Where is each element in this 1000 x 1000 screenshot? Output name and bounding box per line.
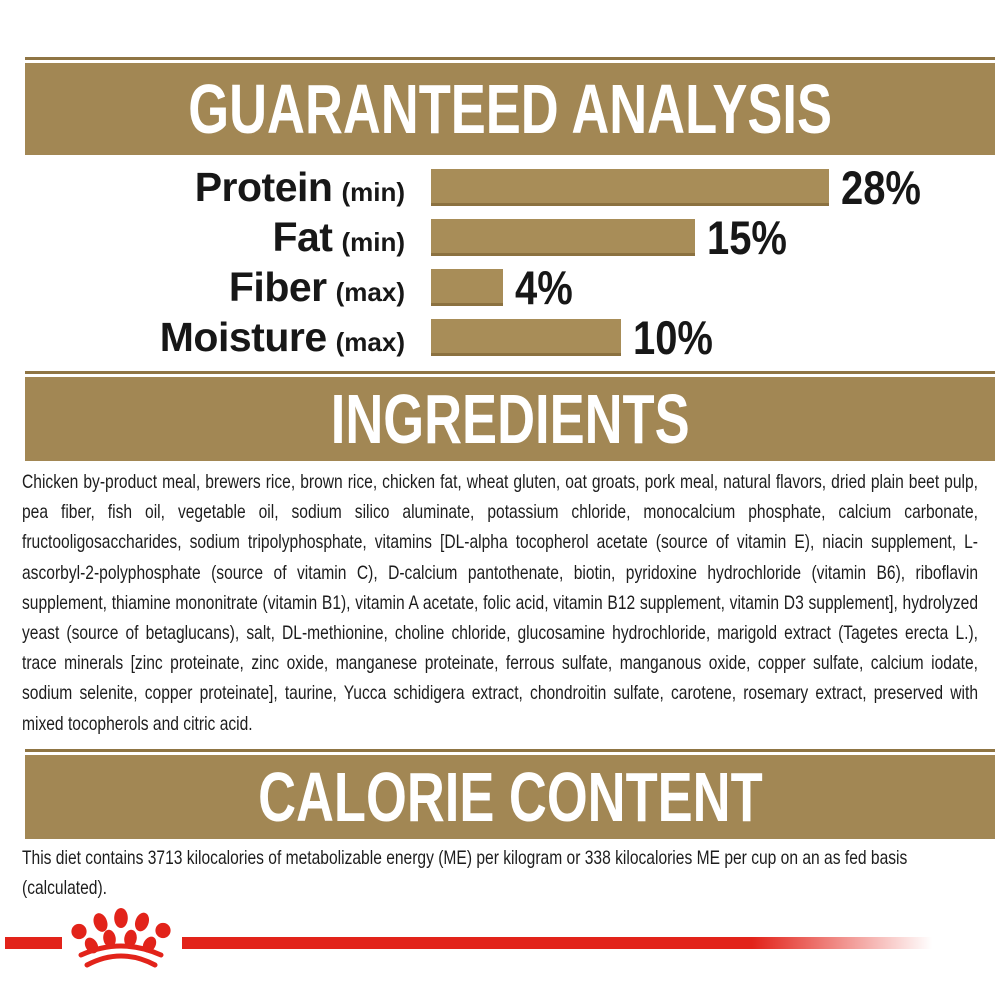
calorie-content-title: CALORIE CONTENT xyxy=(257,758,763,836)
row-label: Fat (min) xyxy=(0,214,405,261)
brand-stripe xyxy=(182,937,932,949)
value-bar xyxy=(431,268,503,306)
value-label: 10% xyxy=(633,310,713,364)
value-label: 15% xyxy=(707,210,787,264)
value-label: 4% xyxy=(515,260,573,314)
analysis-row-moisture: Moisture (max) 10% xyxy=(0,310,1000,364)
calorie-content-text: This diet contains 3713 kilocalories of … xyxy=(22,847,908,900)
nutrient-qualifier: (min) xyxy=(341,176,405,207)
nutrient-name: Protein xyxy=(194,163,333,210)
nutrient-name: Fiber xyxy=(228,263,327,310)
calorie-content-rule xyxy=(25,749,995,752)
guaranteed-analysis-band: GUARANTEED ANALYSIS xyxy=(25,63,995,155)
guaranteed-analysis-chart: Protein (min) 28% Fat (min) 15% Fiber xyxy=(0,160,1000,364)
value-bar xyxy=(431,318,621,356)
row-label: Protein (min) xyxy=(0,164,405,211)
guaranteed-analysis-rule xyxy=(25,57,995,60)
nutrient-qualifier: (min) xyxy=(341,226,405,257)
value-label: 28% xyxy=(841,160,921,214)
row-label: Moisture (max) xyxy=(0,314,405,361)
nutrient-name: Moisture xyxy=(159,313,327,360)
nutrient-name: Fat xyxy=(272,213,333,260)
row-label: Fiber (max) xyxy=(0,264,405,311)
brand-stripe-left xyxy=(5,937,62,949)
value-bar xyxy=(431,218,695,256)
analysis-row-fiber: Fiber (max) 4% xyxy=(0,260,1000,314)
analysis-row-protein: Protein (min) 28% xyxy=(0,160,1000,214)
value-bar xyxy=(431,168,829,206)
royal-canin-crown-logo xyxy=(71,908,171,968)
guaranteed-analysis-title: GUARANTEED ANALYSIS xyxy=(188,70,832,148)
calorie-content-band: CALORIE CONTENT xyxy=(25,755,995,839)
ingredients-band: INGREDIENTS xyxy=(25,377,995,461)
ingredients-title: INGREDIENTS xyxy=(330,380,690,458)
ingredients-text: Chicken by-product meal, brewers rice, b… xyxy=(22,471,978,735)
ingredients-rule xyxy=(25,371,995,374)
nutrient-qualifier: (max) xyxy=(335,326,405,357)
nutrient-qualifier: (max) xyxy=(335,276,405,307)
analysis-row-fat: Fat (min) 15% xyxy=(0,210,1000,264)
